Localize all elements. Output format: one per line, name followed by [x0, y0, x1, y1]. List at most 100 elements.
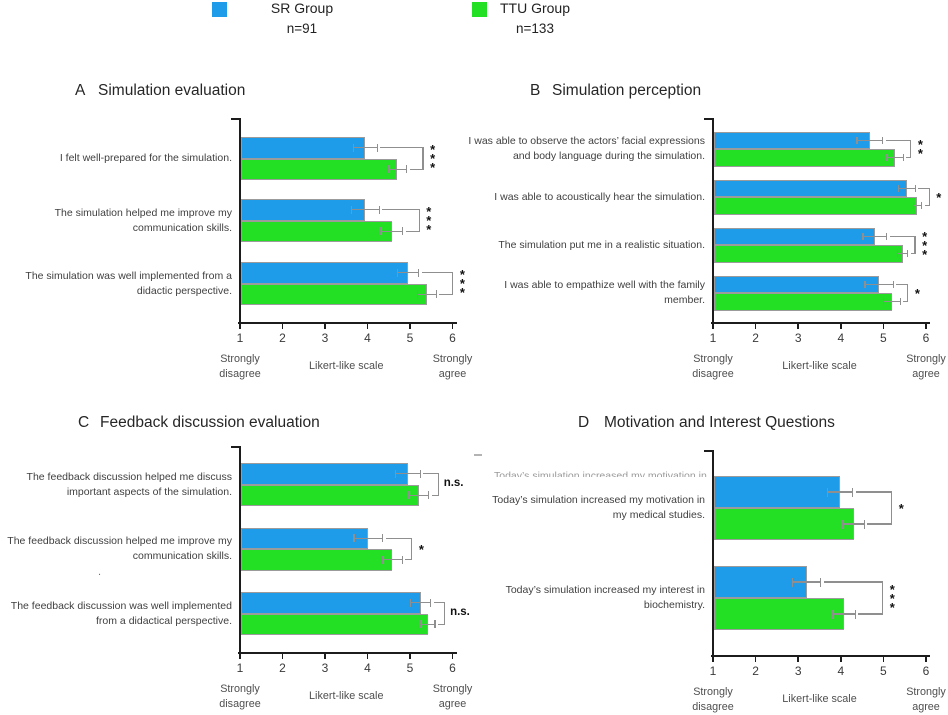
bar-sr	[714, 476, 840, 508]
error-bar-cap	[862, 232, 864, 240]
y-axis-top-tick	[703, 450, 713, 453]
sig-label: * * *	[427, 142, 439, 174]
bar-sr	[714, 131, 870, 149]
sig-label: * * *	[919, 230, 931, 262]
error-bar-cap	[417, 290, 419, 299]
tick-label: 4	[364, 661, 371, 675]
y-axis-top-tick	[230, 446, 240, 449]
sig-bracket-line	[443, 602, 446, 625]
sig-bracket-line	[380, 147, 424, 149]
sig-star: *	[430, 142, 436, 157]
sig-star: *	[426, 213, 432, 228]
sig-bracket-line	[438, 623, 446, 625]
bar-sr	[714, 275, 880, 293]
tick-label: 3	[321, 331, 329, 345]
tick-label: 4	[837, 331, 845, 345]
error-bar-cap	[885, 154, 888, 162]
sig-bracket-line	[896, 283, 909, 285]
sig-label: *	[911, 287, 923, 300]
x-axis	[711, 655, 930, 658]
axis-sublabel-right: Strongly agree	[432, 683, 473, 710]
sig-bracket-line	[910, 253, 916, 255]
sig-bracket-line	[405, 559, 413, 561]
legend-n-ttu: n=133	[516, 21, 554, 36]
bar-sr	[241, 527, 369, 549]
sig-bracket-line	[885, 139, 912, 141]
error-bar-cap	[863, 519, 865, 529]
category-label: The simulation was well implemented from…	[25, 269, 232, 297]
sig-bracket-line	[891, 491, 893, 525]
bar-ttu	[241, 484, 419, 506]
axis-tick	[754, 657, 757, 662]
tick-label: 6	[922, 331, 930, 345]
error-bar-cap	[428, 491, 430, 500]
sig-star: *	[917, 146, 923, 161]
error-bar-cap	[826, 487, 828, 497]
sig-star: *	[922, 246, 928, 262]
bar-ttu	[714, 293, 892, 311]
error-bar-cap	[352, 143, 355, 152]
bar-sr	[241, 262, 408, 284]
legend-swatch-ttu	[472, 2, 487, 17]
axis-tick	[366, 654, 369, 659]
legend-swatch-sr	[212, 2, 227, 17]
stray-dot: .	[98, 566, 102, 578]
tick-label: 2	[752, 664, 759, 678]
sig-bracket-line	[867, 523, 893, 525]
error-bar-cap	[419, 469, 421, 478]
sig-star: *	[426, 222, 432, 237]
sig-label: *	[933, 191, 945, 204]
sig-bracket-line	[910, 139, 912, 159]
error-bar-cap	[902, 154, 905, 162]
error-bar	[792, 581, 821, 583]
tick-label: 3	[794, 331, 802, 345]
panel-D: D Motivation and Interest Questions 1 2 3 4 5 6…	[474, 406, 948, 713]
panel-A: A Simulation evaluation 1 2 3 4 5 6 Strongly dis…	[0, 80, 474, 406]
error-bar	[827, 491, 853, 493]
error-bar-cap	[350, 205, 352, 214]
axis-sublabel-left: Strongly disagree	[219, 353, 261, 380]
x-axis	[238, 652, 457, 655]
bar-sr	[714, 227, 875, 245]
axis-tick	[281, 324, 284, 329]
bar-sr	[241, 199, 366, 221]
axis-tick	[281, 654, 284, 659]
y-axis	[238, 118, 242, 324]
category-label: I was able to empathize well with the fa…	[504, 279, 705, 306]
category-label: The simulation put me in a realistic sit…	[498, 238, 705, 251]
sig-star: *	[459, 276, 465, 291]
axis-tick	[882, 324, 885, 329]
error-bar	[913, 205, 922, 207]
panel-title-C: Feedback discussion evaluation	[100, 414, 320, 431]
sig-bracket-line	[421, 272, 454, 274]
bar-ttu	[714, 197, 918, 215]
error-bar-cap	[381, 555, 383, 564]
error-bar	[395, 473, 421, 475]
axis-sublabel-center: Likert-like scale	[309, 690, 384, 702]
error-bar	[897, 253, 908, 255]
sig-label: n.s.	[443, 476, 464, 489]
category-label: Today’s simulation increased my motivati…	[492, 494, 705, 521]
error-bar-cap	[405, 165, 408, 174]
sig-star: *	[917, 137, 923, 152]
axis-sublabel-center: Likert-like scale	[782, 360, 857, 372]
bar-sr	[714, 566, 807, 598]
y-axis	[711, 450, 715, 657]
bar-ttu	[241, 613, 428, 635]
error-bar-cap	[892, 280, 894, 288]
legend-n-sr: n=91	[286, 21, 318, 36]
panel-letter-B: B	[530, 82, 541, 99]
panel-letter-A: A	[75, 82, 86, 99]
tick-label: 5	[406, 661, 414, 675]
sig-star: *	[430, 151, 436, 166]
sig-star: *	[418, 541, 424, 557]
error-bar	[381, 559, 403, 561]
axis-sublabel-center: Likert-like scale	[782, 693, 857, 705]
axis-tick	[366, 324, 369, 329]
sig-bracket-line	[452, 272, 454, 295]
bar-ttu	[714, 598, 844, 630]
error-bar-cap	[852, 487, 854, 497]
tick-label: 1	[709, 664, 717, 678]
bar-ttu	[714, 508, 854, 540]
legend-label-ttu: TTU Group	[499, 0, 570, 16]
